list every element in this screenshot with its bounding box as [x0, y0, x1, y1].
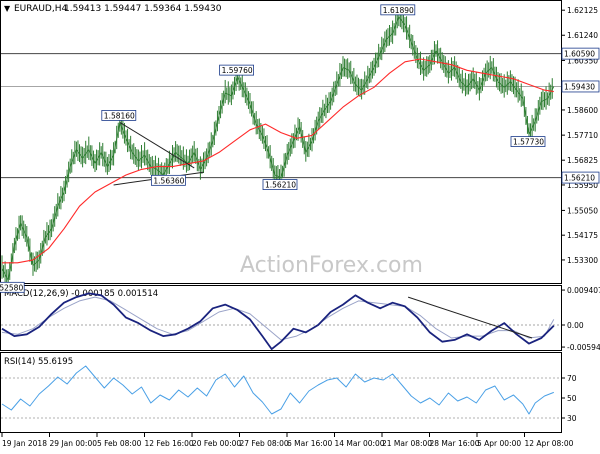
x-axis-tick-label: 6 Mar 16:00	[287, 439, 333, 448]
rsi-title: RSI(14) 55.6195	[4, 357, 73, 367]
title-arrow-icon: ▼	[4, 4, 11, 13]
price-y-tick-label: 1.60350	[567, 56, 598, 65]
price-annotation-box	[510, 136, 546, 147]
price-level-tag	[561, 47, 600, 60]
price-annotation-label: 1.56210	[265, 181, 296, 190]
macd-line	[1, 292, 555, 351]
price-annotation-label: 1.58160	[104, 111, 135, 120]
rsi-line	[1, 365, 554, 415]
price-y-tick-label: 1.61240	[567, 31, 598, 40]
price-line	[1, 16, 555, 281]
x-axis-tick-label: 19 Jan 2018	[2, 439, 47, 448]
price-level-tag-label: 1.60590	[564, 50, 595, 59]
instrument-title: EURAUD,H4	[14, 4, 67, 14]
price-trendline	[119, 121, 195, 169]
macd-y-tick-label: -0.00594	[567, 343, 600, 352]
price-y-tick-label: 1.58600	[567, 106, 598, 115]
watermark: ActionForex.com	[240, 253, 423, 278]
price-y-tick-label: 1.55050	[567, 206, 598, 215]
x-axis-tick-label: 27 Feb 08:00	[240, 439, 289, 448]
price-annotation-label: 1.52580	[0, 283, 23, 292]
x-axis-tick-label: 12 Feb 16:00	[145, 439, 194, 448]
x-axis-tick-label: 5 Feb 08:00	[97, 439, 142, 448]
price-level-tag-label: 1.59430	[564, 82, 595, 91]
price-annotation-box	[0, 281, 25, 293]
ohlc-values: 1.59413 1.59447 1.59364 1.59430	[64, 4, 222, 14]
price-annotation-box	[219, 64, 255, 76]
price-level-tag-label: 1.56210	[564, 174, 595, 183]
rsi-y-tick-label: 30	[567, 414, 577, 423]
x-axis-tick-label: 28 Mar 16:00	[430, 439, 480, 448]
price-y-tick-label: 1.62125	[567, 6, 598, 15]
price-y-tick-label: 1.56825	[567, 156, 598, 165]
macd-signal-line	[1, 296, 555, 341]
price-y-tick-label: 1.57710	[567, 131, 598, 140]
sma-line	[2, 58, 554, 264]
macd-title: MACD(12,26,9) -0.000185 0.001514	[4, 289, 158, 299]
price-y-tick-label: 1.55950	[567, 181, 598, 190]
rsi-panel-frame	[0, 352, 562, 433]
price-annotation-label: 1.59760	[222, 66, 253, 75]
price-annotation-box	[101, 110, 137, 121]
price-annotation-label: 1.56360	[153, 176, 184, 185]
x-axis-tick-label: 12 Apr 08:00	[525, 439, 574, 448]
price-annotation-box	[262, 179, 298, 190]
price-y-tick-label: 1.53300	[567, 256, 598, 265]
x-axis-tick-label: 14 Mar 00:00	[335, 439, 385, 448]
x-axis-tick-label: 21 Mar 08:00	[382, 439, 432, 448]
rsi-y-tick-label: 70	[567, 374, 577, 383]
rsi-y-tick-label: 50	[567, 394, 577, 403]
price-y-tick-label: 1.54175	[567, 231, 598, 240]
x-axis-tick-label: 20 Feb 00:00	[192, 439, 241, 448]
price-level-tag	[561, 80, 600, 93]
x-axis-tick-label: 29 Jan 00:00	[50, 439, 98, 448]
macd-y-tick-label: 0.00	[567, 321, 584, 330]
macd-trendline	[407, 296, 533, 339]
x-axis-tick-label: 5 Apr 00:00	[477, 439, 521, 448]
price-annotation-box	[380, 4, 416, 16]
price-annotation-label: 1.57730	[513, 138, 544, 147]
price-annotation-box	[150, 174, 186, 186]
price-panel-frame	[0, 0, 562, 284]
price-level-tag	[561, 171, 600, 184]
price-annotation-label: 1.61890	[383, 6, 414, 15]
macd-y-tick-label: 0.009407	[567, 286, 600, 295]
